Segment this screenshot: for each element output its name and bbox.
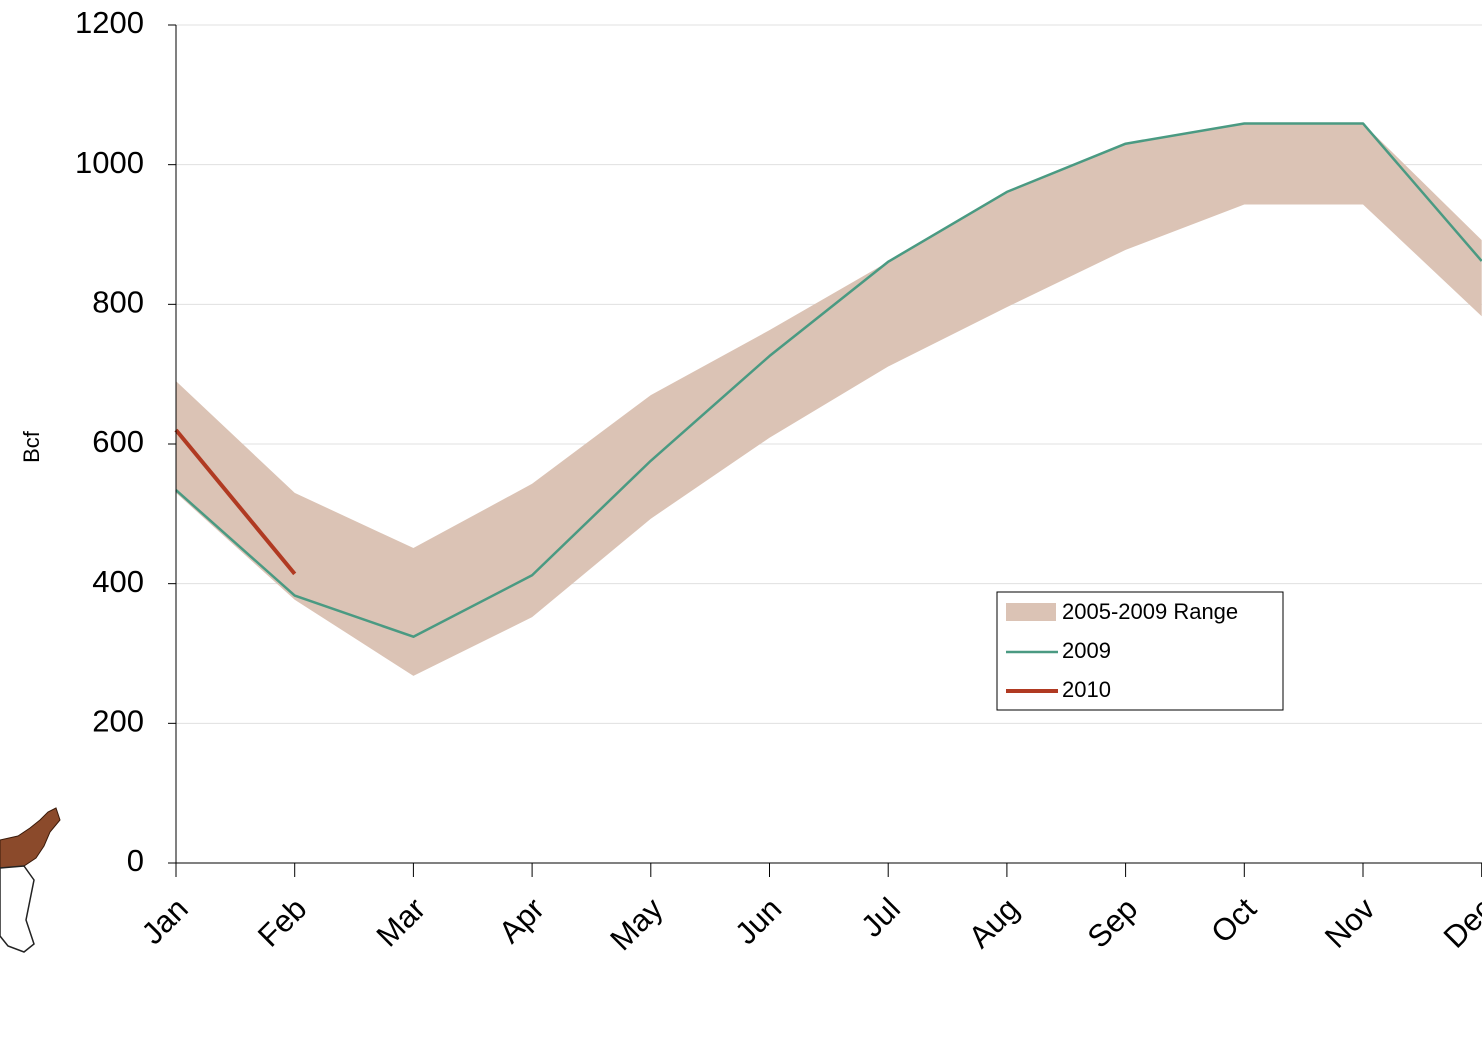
x-tick-label: Apr — [492, 891, 551, 950]
legend: 2005-2009 Range 2009 2010 — [996, 591, 1284, 711]
y-tick-label: 1000 — [75, 145, 144, 180]
x-tick-label: May — [603, 891, 670, 958]
x-tick-label: Sep — [1081, 891, 1145, 955]
y-tick-label: 0 — [127, 843, 144, 878]
y-tick-label: 400 — [92, 564, 144, 599]
y-tick-label: 600 — [92, 424, 144, 459]
x-tick-label: Jul — [854, 891, 907, 944]
y-axis-label: Bcf — [19, 430, 44, 463]
region-map-icon — [0, 807, 61, 953]
range-area — [176, 123, 1482, 676]
legend-label: 2010 — [1062, 677, 1111, 702]
legend-swatch — [1006, 603, 1056, 621]
x-tick-label: Aug — [962, 891, 1026, 955]
x-tick-label: Mar — [370, 891, 433, 954]
x-tick-label: Jan — [135, 891, 195, 951]
y-tick-label: 800 — [92, 285, 144, 320]
x-tick-label: Feb — [251, 891, 314, 954]
legend-label: 2009 — [1062, 638, 1111, 663]
x-tick-label: Oct — [1204, 891, 1263, 950]
x-tick-label: Nov — [1318, 891, 1382, 955]
y-tick-label: 1200 — [75, 5, 144, 40]
y-tick-label: 200 — [92, 704, 144, 739]
legend-label: 2005-2009 Range — [1062, 599, 1238, 624]
series-line — [175, 122, 1482, 638]
x-tick-label: Dec — [1437, 891, 1482, 955]
series-line — [174, 428, 297, 576]
x-tick-label: Jun — [728, 891, 788, 951]
